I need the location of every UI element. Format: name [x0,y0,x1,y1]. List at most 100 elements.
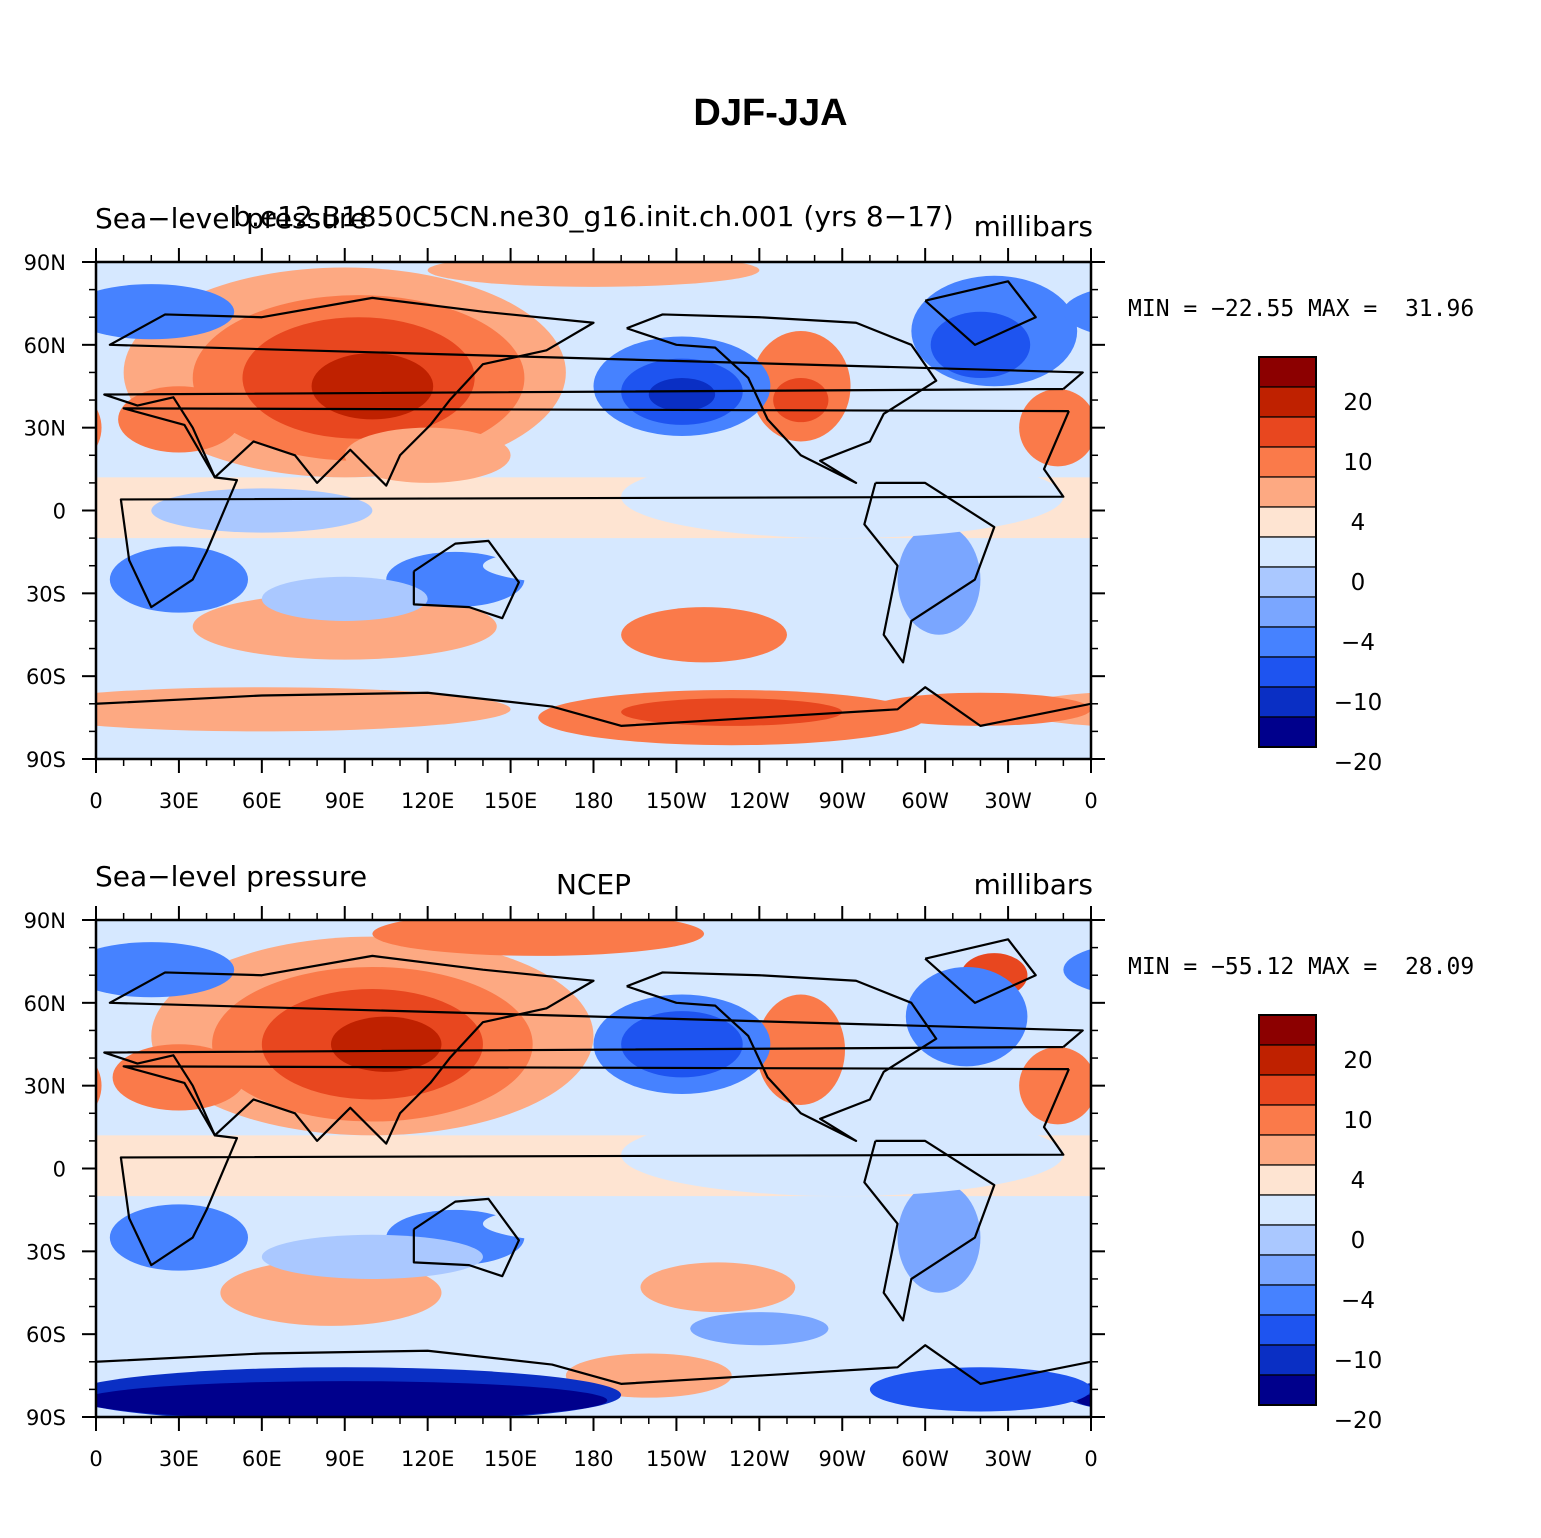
colorbar-label: 4 [1351,510,1366,536]
coastline [626,313,938,484]
field-contour [311,353,434,420]
field-contour [905,966,1028,1067]
y-tick-label: 60N [24,992,66,1016]
colorbar: 20 10 4 0 −4 −10 −20 [1258,356,1383,776]
colorbar-label: −4 [1341,1288,1375,1314]
x-tick-label: 150E [484,1447,537,1471]
colorbar-swatch [1258,566,1317,598]
x-tick-label: 60W [901,1447,949,1471]
colorbar-label: −10 [1334,690,1383,716]
colorbar-swatch [1258,716,1317,748]
x-tick-label: 150W [646,789,707,813]
colorbar-swatch [1258,1284,1317,1316]
x-tick-label: 120E [401,789,454,813]
field-contour [869,692,1091,726]
field-contour [1019,1047,1091,1125]
field-contour [109,546,249,613]
coastline [626,971,938,1142]
colorbar-swatch [1258,1164,1317,1196]
y-tick-label: 90N [24,909,66,933]
colorbar-swatch [1258,506,1317,538]
x-tick-label: 120E [401,1447,454,1471]
coastline [119,407,1070,609]
field-contour [151,488,373,533]
y-tick-label: 60S [26,665,66,689]
x-tick-label: 90W [819,1447,867,1471]
map-plot: 0 30E 60E 90E 120E 150E 180 150W 120W 90W 60W 30W 09… [24,906,1382,1471]
colorbar-swatch [1258,596,1317,628]
field-contour [344,427,511,483]
x-tick-label: 30E [159,789,199,813]
min-max-readout: MIN = −22.55 MAX = 31.96 [1128,296,1475,322]
field-contour [96,1065,102,1106]
coastline [863,1139,996,1322]
colorbar-swatch [1258,476,1317,508]
field-contour [621,607,787,663]
field-contour [96,284,235,340]
x-tick-label: 60E [242,1447,282,1471]
colorbar-label: 0 [1351,1228,1366,1254]
colorbar-swatch [1258,1074,1317,1106]
coastline [96,1344,1091,1385]
panel-case-label: b.e12.B1850C5CN.ne30_g16.init.ch.001 (yr… [233,200,954,233]
coastline [412,539,520,620]
panel-variable-label: Sea−level pressure [95,202,368,235]
field-contour [1063,291,1091,333]
coastline [103,954,1084,1145]
coastline [924,280,1037,346]
x-tick-label: 120W [729,789,790,813]
panel-case-label: NCEP [555,868,632,901]
panel-variable-label: Sea−level pressure [95,860,368,893]
field-contour [96,1381,608,1417]
field-contour [118,386,240,453]
field-contour [261,576,428,621]
x-tick-label: 0 [1084,789,1097,813]
y-tick-label: 90S [26,748,66,772]
x-tick-label: 180 [573,789,613,813]
y-tick-label: 90N [24,251,66,275]
field-contour [372,920,705,956]
x-tick-label: 60E [242,789,282,813]
model-panel: Sea−level pressure b.e12.B1850C5CN.ne30_… [0,0,1541,813]
field-contour [330,1016,442,1072]
coastline [103,296,1084,487]
coastline [412,1197,520,1278]
field-contour [482,543,815,588]
field-contour [648,377,716,412]
colorbar: 20 10 4 0 −4 −10 −20 [1258,1014,1383,1434]
x-tick-label: 90W [819,789,867,813]
colorbar-swatch [1258,386,1317,418]
field-contour [261,1234,483,1279]
field-contour [640,1262,796,1313]
panel-units-label: millibars [973,868,1093,901]
x-tick-label: 120W [729,1447,790,1471]
colorbar-swatch [1258,1134,1317,1166]
field-contour [869,1367,1091,1412]
colorbar-label: −20 [1334,1408,1383,1434]
y-tick-label: 90S [26,1406,66,1430]
x-tick-label: 60W [901,789,949,813]
x-tick-label: 180 [573,1447,613,1471]
colorbar-label: −10 [1334,1348,1383,1374]
field-contour [109,1204,249,1271]
x-tick-label: 0 [89,789,102,813]
colorbar-swatch [1258,1014,1317,1046]
colorbar-label: −20 [1334,750,1383,776]
field-contour [897,1182,981,1293]
y-tick-label: 0 [53,500,66,524]
colorbar-swatch [1258,1254,1317,1286]
colorbar-swatch [1258,1044,1317,1076]
map-plot: 0 30E 60E 90E 120E 150E 180 150W 120W 90W 60W 30W 09… [24,248,1382,813]
x-tick-label: 90E [325,789,365,813]
y-tick-label: 60N [24,334,66,358]
colorbar-swatch [1258,1224,1317,1256]
colorbar-swatch [1258,1314,1317,1346]
field-contour [621,698,843,726]
field-contour [1063,949,1091,991]
colorbar-frame [1258,1014,1317,1406]
x-tick-label: 150E [484,789,537,813]
x-tick-label: 30E [159,1447,199,1471]
colorbar-label: 4 [1351,1168,1366,1194]
colorbar-label: 10 [1343,450,1372,476]
colorbar-label: 0 [1351,570,1366,596]
